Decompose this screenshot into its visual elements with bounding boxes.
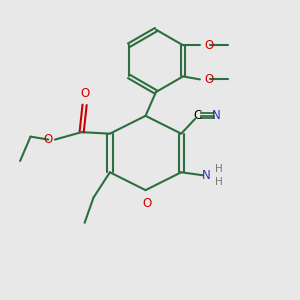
Text: O: O [204,73,214,86]
Text: C: C [194,109,202,122]
Text: N: N [212,109,220,122]
Text: N: N [202,169,211,182]
Text: O: O [142,197,152,210]
Text: O: O [80,87,89,100]
Text: H: H [215,177,223,187]
Text: O: O [204,39,214,52]
Text: H: H [215,164,223,174]
Text: O: O [44,133,53,146]
